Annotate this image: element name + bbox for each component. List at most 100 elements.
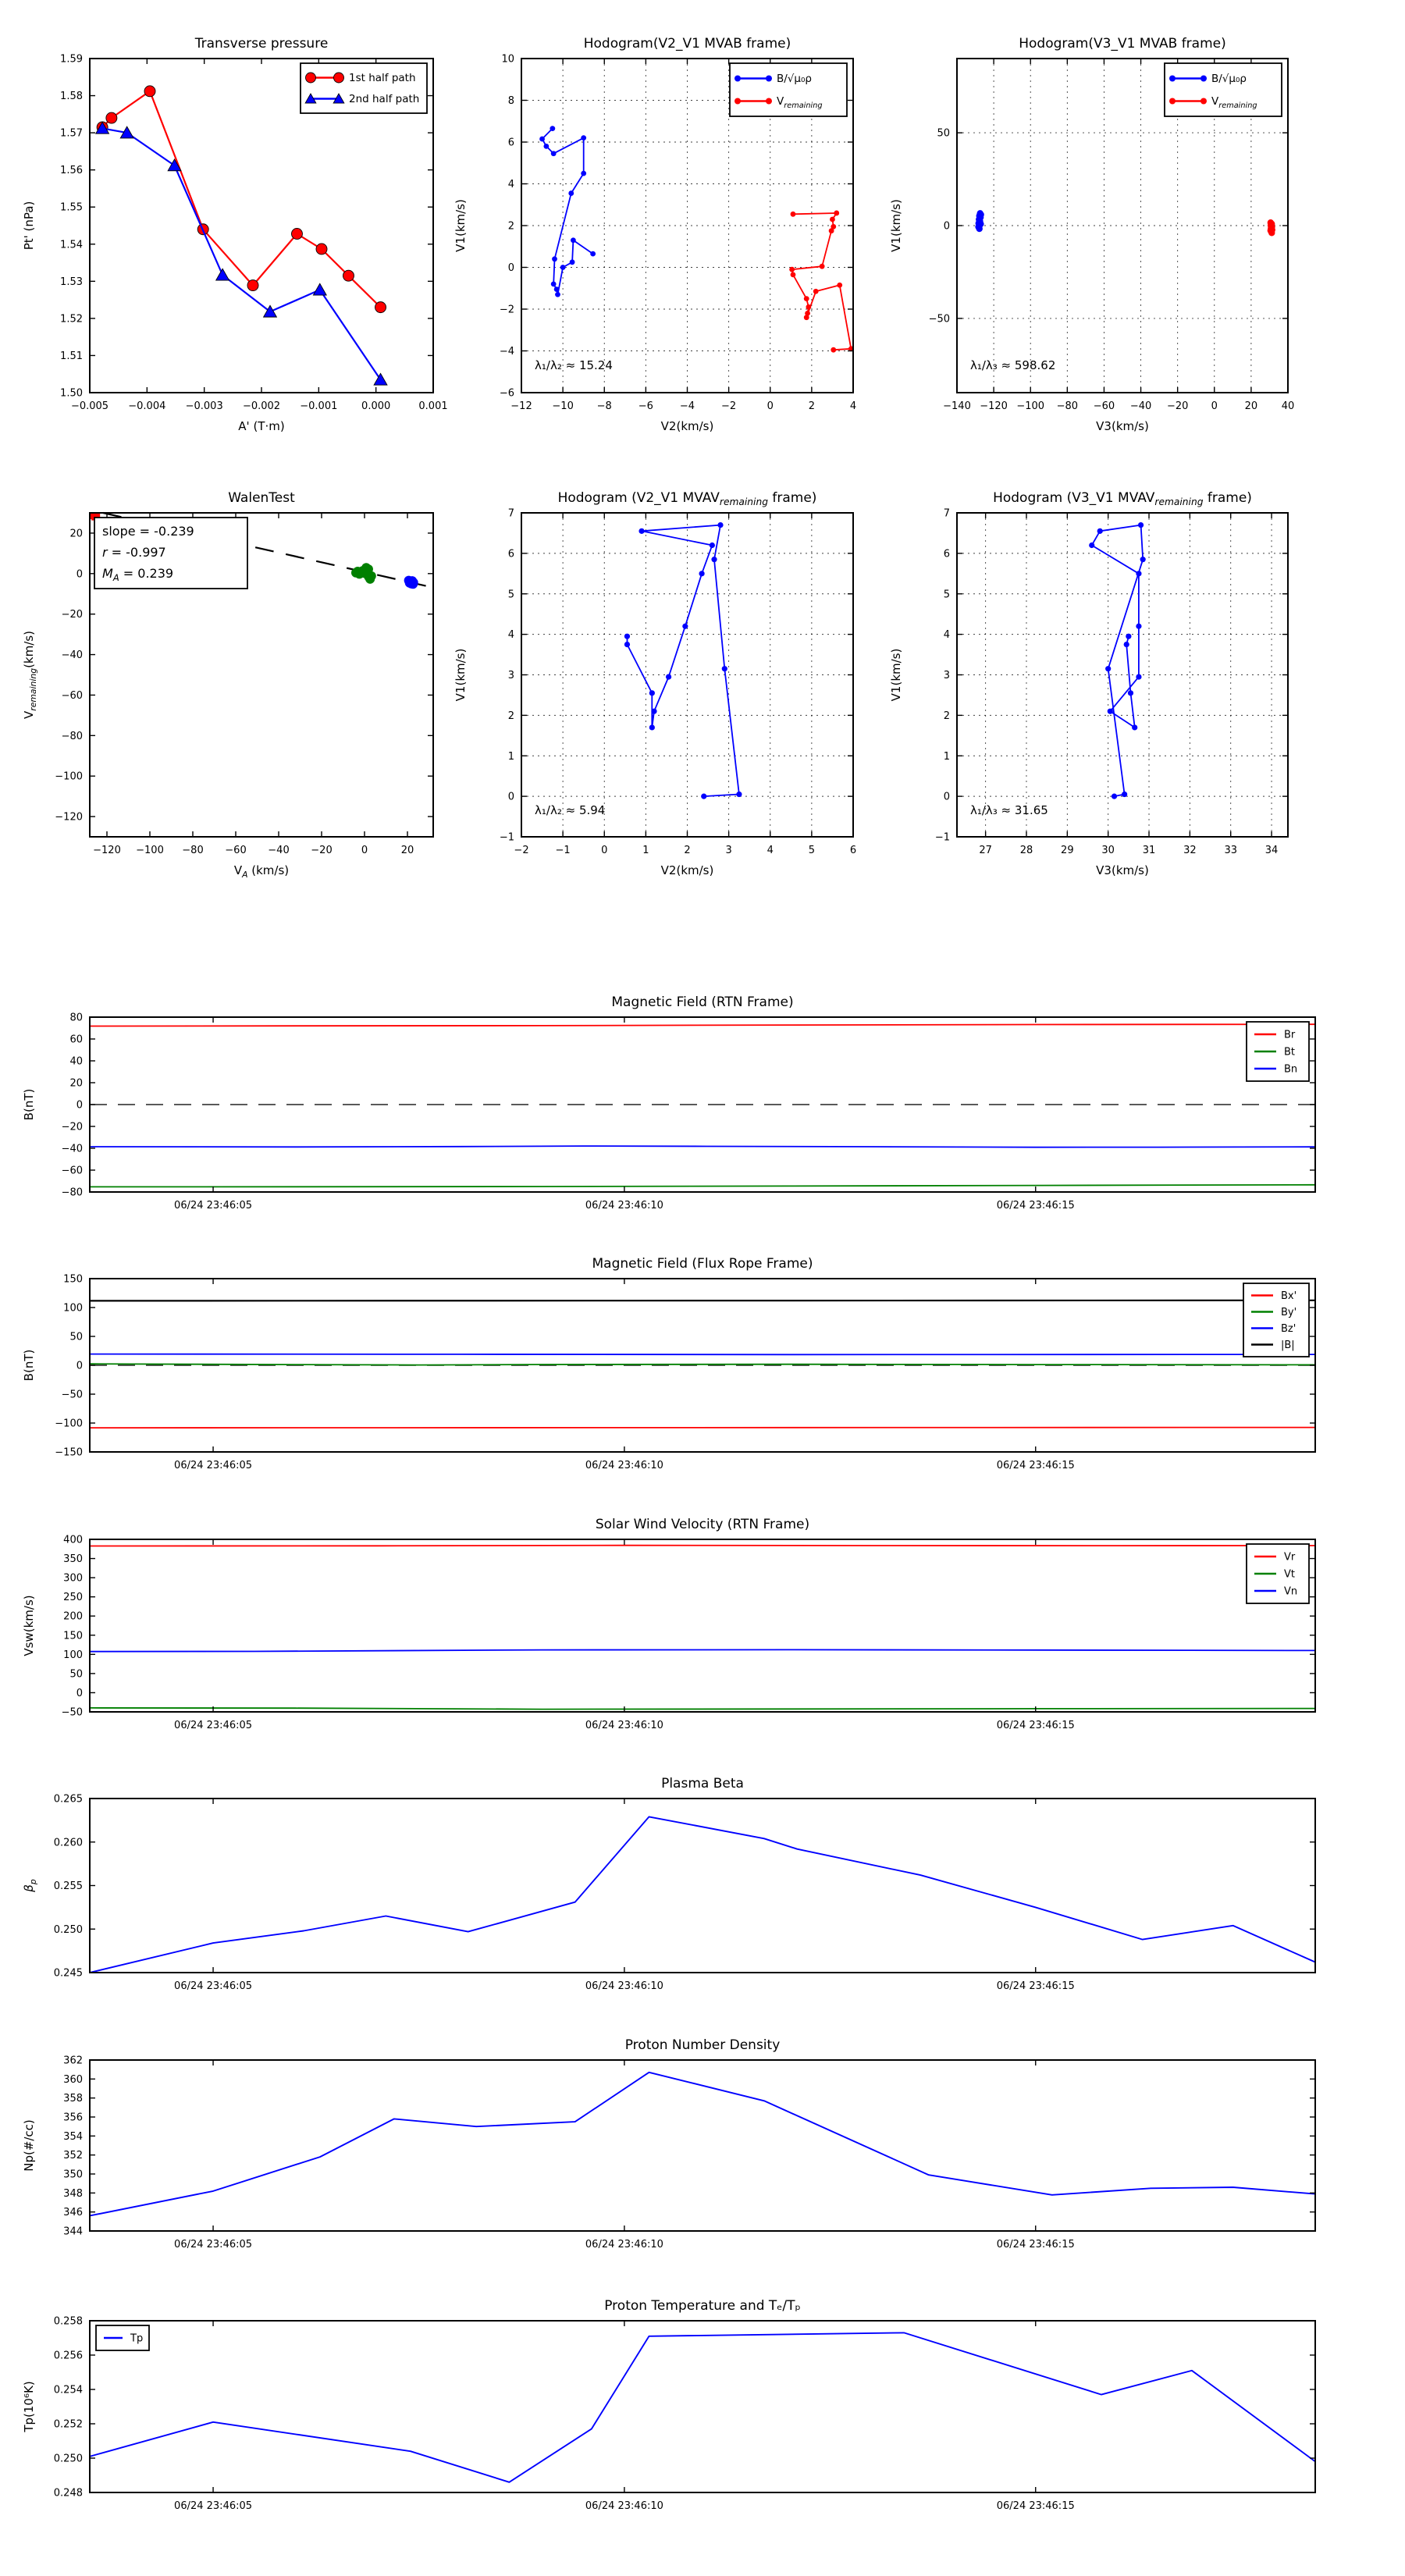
y-tick-label: 352 [63,2150,83,2161]
y-tick-label: 0 [76,568,83,580]
x-tick-label: 30 [1101,845,1115,856]
data-point-marker [1105,666,1112,672]
x-axis-label: V2(km/s) [661,863,714,877]
series-line [90,1183,1315,1188]
series-line [90,1299,1315,1302]
data-point-marker [834,210,840,216]
series-line [90,1023,1315,1027]
series-line [90,2332,1315,2483]
data-point-marker [711,557,717,563]
y-tick-label: −50 [62,1389,83,1401]
data-point-marker [1136,571,1142,577]
data-point-marker [581,170,587,176]
x-axis-label: V2(km/s) [661,419,714,433]
data-point-marker [1122,791,1128,798]
y-tick-label: 4 [508,629,514,641]
x-tick-label: −1 [556,845,571,856]
x-tick-label: 0 [767,400,774,412]
y-tick-label: −100 [55,1418,83,1430]
y-tick-label: 3 [508,670,514,681]
x-tick-label: −40 [1130,400,1151,412]
y-tick-label: −20 [62,1122,83,1133]
data-point-marker [651,708,657,714]
x-tick-label: 0 [1211,400,1218,412]
y-tick-label: 1.58 [60,91,83,102]
data-point-marker [766,75,772,82]
y-tick-label: 1.53 [60,276,83,288]
x-tick-label: −60 [1094,400,1115,412]
panel-hodogram-v3v1-mvab: −140 −120 −100 −80 −60 −40 −20 0 20 40 −50 0 50 Hodog… [883,23,1335,443]
axes-frame [89,1539,1316,1713]
y-tick-label: 1.52 [60,313,83,325]
y-tick-label: 200 [63,1611,83,1623]
series-line [101,90,382,308]
y-tick-label: 0.260 [54,1837,83,1848]
legend-entry-label: B/√μ₀ρ [777,73,812,85]
data-point-marker [649,724,655,731]
x-tick-label: 06/24 23:46:10 [585,1720,663,1731]
data-point-marker [1136,623,1142,629]
transverse-pressure-plot: −0.005 −0.004 −0.003 −0.002 −0.001 0.000 0.001… [22,36,448,433]
y-tick-label: 0.250 [54,2453,83,2465]
data-point-marker [837,282,843,288]
data-point-marker [167,158,182,172]
series-line [90,1649,1315,1653]
data-point-marker [305,72,316,84]
panel-title: Transverse pressure [194,36,329,52]
axes-frame [89,2320,1316,2493]
y-tick-label: 354 [63,2131,83,2143]
y-tick-label: 0 [76,1361,83,1372]
y-tick-label: 346 [63,2207,83,2218]
legend-box [1243,1283,1310,1357]
data-point-marker [819,263,825,269]
data-point-marker [1136,674,1142,680]
data-point-marker [333,93,345,104]
data-point-marker [291,228,303,240]
x-tick-label: 06/24 23:46:05 [174,1980,252,1992]
y-tick-label: 40 [69,1056,83,1068]
y-tick-label: 0 [944,221,950,233]
legend-entry-label: Tp [130,2333,143,2345]
legend-entry-label: Bz' [1281,1323,1296,1335]
y-tick-label: −40 [62,1144,83,1155]
series-line [90,1426,1315,1429]
data-point-marker [1200,75,1207,82]
annotation-line: slope = -0.239 [102,524,194,539]
panel-title: Solar Wind Velocity (RTN Frame) [596,1517,809,1532]
y-axis-label: Pt' (nPa) [22,201,36,251]
y-tick-label: 1.59 [60,54,83,66]
data-point-marker [404,578,414,588]
x-tick-label: 06/24 23:46:05 [174,1460,252,1471]
b-fluxrope-plot: 06/24 23:46:05 06/24 23:46:10 06/24 23:46:… [22,1256,1316,1471]
legend-entry-label: Bx' [1281,1290,1297,1302]
x-tick-label: −20 [311,845,332,856]
x-tick-label: 0 [601,845,607,856]
y-tick-label: −6 [500,388,514,400]
legend-entry-label: Vt [1284,1569,1295,1581]
y-tick-label: 6 [508,548,514,560]
x-axis-label: VA (km/s) [234,863,289,880]
annotation-line: MA = 0.239 [102,566,173,583]
y-tick-label: 1 [944,751,950,763]
data-point-marker [550,126,556,132]
y-tick-label: 20 [69,528,83,539]
data-point-marker [91,513,101,521]
y-tick-label: 3 [944,670,950,681]
x-tick-label: 06/24 23:46:15 [997,1980,1075,1992]
y-tick-label: 0.245 [54,1968,83,1980]
x-tick-label: −4 [680,400,695,412]
data-point-marker [649,690,655,696]
data-point-marker [709,542,715,549]
x-tick-label: 06/24 23:46:15 [997,2500,1075,2512]
x-tick-label: 06/24 23:46:10 [585,2239,663,2250]
series-group [94,85,388,386]
data-point-marker [590,251,596,257]
data-point-marker [119,126,134,139]
hodogram-v2v1-mvab-plot: −12 −10 −8 −6 −4 −2 0 2 4 −6 −4 −2 0 2 4 6 8 10 Hodogram(V… [454,36,856,433]
data-point-marker [805,310,810,316]
x-tick-label: 40 [1282,400,1295,412]
proton-density-plot: 06/24 23:46:05 06/24 23:46:10 06/24 23:46:… [22,2037,1316,2250]
data-point-marker [1169,98,1176,105]
x-tick-label: −0.003 [186,400,223,412]
